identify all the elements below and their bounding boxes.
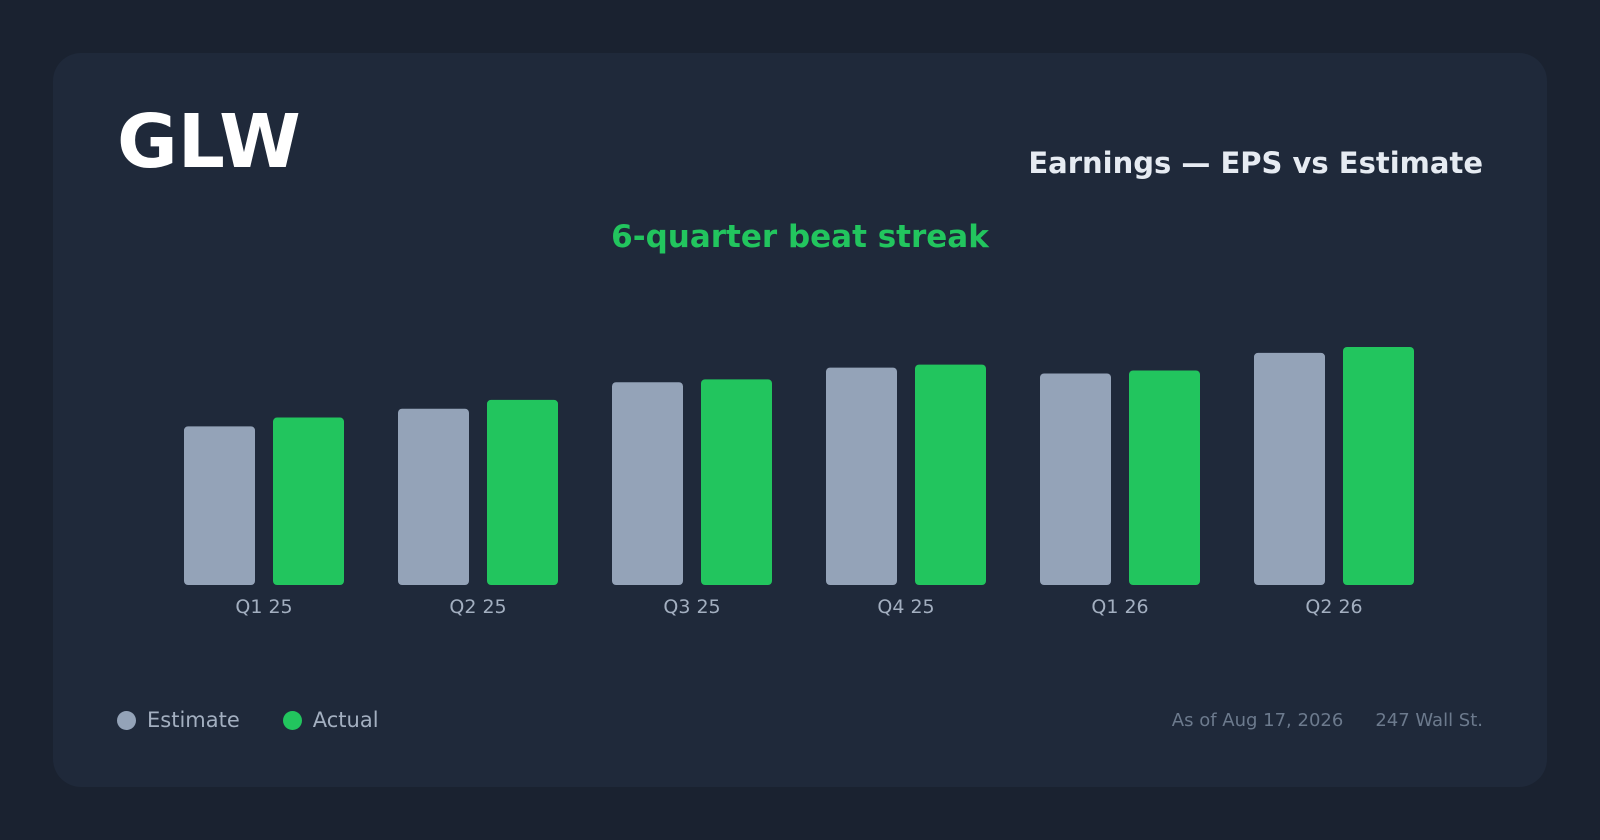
bar-actual-q2-25 [487,399,558,585]
bar-actual-q1-25 [273,417,344,585]
x-tick-label: Q3 25 [663,596,720,618]
bar-actual-q1-26 [1129,370,1200,585]
source-label: 247 Wall St. [1375,710,1483,731]
bar-estimate-q2-25 [398,408,469,585]
bar-estimate-q1-26 [1040,373,1111,585]
x-tick-label: Q2 25 [449,596,506,618]
bar-actual-q3-25 [701,379,772,585]
bar-estimate-q1-25 [184,426,255,585]
as-of-date: As of Aug 17, 2026 [1171,710,1344,731]
chart-card: GLW Earnings — EPS vs Estimate 6-quarter… [53,53,1547,787]
ticker-symbol: GLW [117,99,301,185]
legend-item-estimate: Estimate [117,708,240,732]
legend-item-actual: Actual [282,708,379,732]
x-tick-label: Q4 25 [877,596,934,618]
beat-streak-label: 6-quarter beat streak [611,219,989,255]
legend-label-estimate: Estimate [147,708,240,732]
bar-estimate-q2-26 [1254,352,1325,585]
legend-label-actual: Actual [312,708,379,732]
x-tick-label: Q1 25 [235,596,292,618]
chart-legend: Estimate Actual [117,708,422,732]
x-tick-label: Q2 26 [1305,596,1362,618]
legend-dot-actual [282,710,302,730]
chart-footer: As of Aug 17, 2026 247 Wall St. [1172,710,1483,731]
chart-title: Earnings — EPS vs Estimate [1028,146,1483,180]
bar-actual-q2-26 [1343,347,1414,585]
x-tick-label: Q1 26 [1091,596,1148,618]
bar-actual-q4-25 [915,364,986,585]
legend-dot-estimate [117,710,136,730]
bar-estimate-q3-25 [612,382,683,585]
eps-bar-chart: Q1 25 Q2 25 Q3 25 Q4 25 Q1 26 Q2 26 [184,347,1414,618]
bar-estimate-q4-25 [826,367,897,585]
